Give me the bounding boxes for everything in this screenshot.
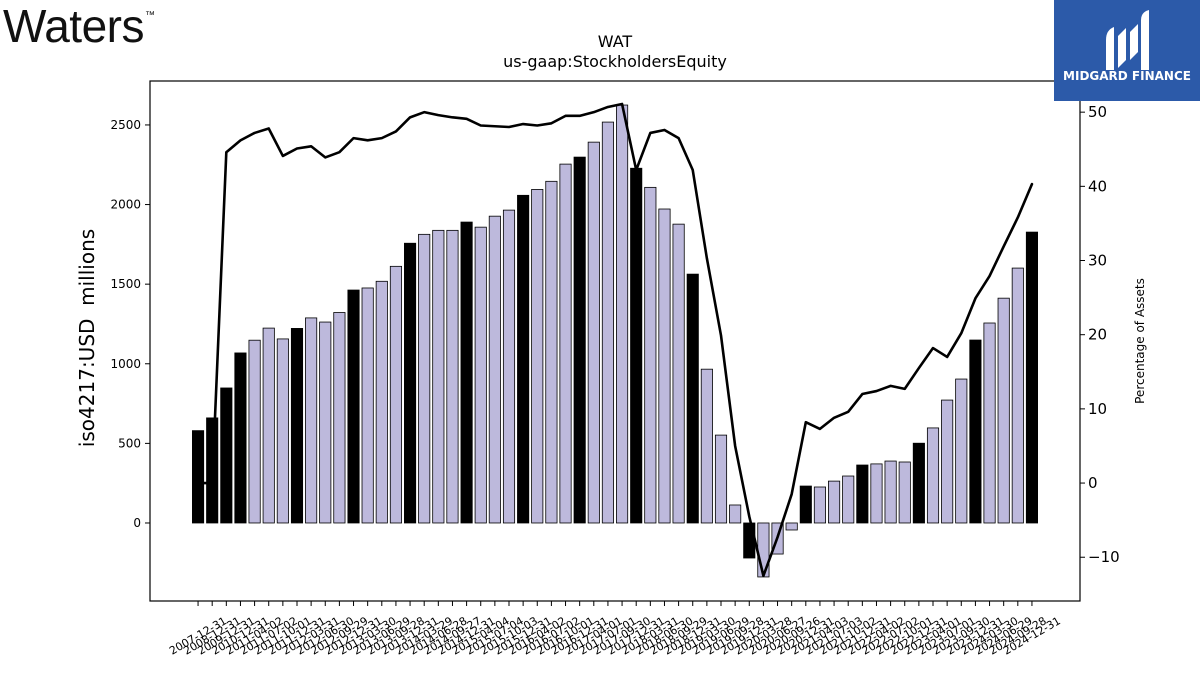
bar bbox=[191, 430, 205, 524]
bar bbox=[983, 322, 996, 524]
line-series bbox=[196, 102, 1034, 578]
bar bbox=[460, 221, 473, 524]
bar bbox=[404, 242, 417, 524]
bar bbox=[700, 368, 713, 524]
waters-logo-text: Waters bbox=[3, 0, 144, 52]
bar bbox=[955, 378, 968, 524]
bar bbox=[474, 226, 487, 524]
bar bbox=[418, 233, 431, 524]
y-axis-left: 0 500 1000 1500 2000 2500 bbox=[110, 118, 150, 530]
bar bbox=[1011, 267, 1024, 524]
bar bbox=[517, 194, 530, 524]
y-tick-label: 1000 bbox=[110, 357, 141, 371]
bar bbox=[432, 229, 445, 524]
bar bbox=[884, 460, 897, 524]
bar-series bbox=[191, 104, 1039, 578]
bar bbox=[799, 485, 812, 524]
bar bbox=[446, 229, 459, 524]
bar bbox=[757, 522, 770, 578]
bar bbox=[856, 464, 869, 524]
y-axis-right: −10 0 10 20 30 40 50 bbox=[1080, 103, 1120, 566]
bar bbox=[997, 297, 1010, 524]
bar bbox=[616, 104, 629, 524]
bar bbox=[559, 163, 572, 524]
y-tick-label: 2500 bbox=[110, 118, 141, 132]
bar bbox=[969, 339, 982, 524]
bar bbox=[248, 339, 261, 524]
bar bbox=[941, 399, 954, 524]
y-axis-label: iso4217:USD millions bbox=[75, 229, 99, 447]
y2-tick-label: 50 bbox=[1088, 103, 1107, 121]
waters-logo: Waters™ bbox=[3, 0, 155, 68]
bar bbox=[672, 223, 685, 524]
chart-title: WAT bbox=[597, 32, 633, 51]
bar bbox=[729, 504, 742, 524]
y-tick-label: 1500 bbox=[110, 277, 141, 291]
bar bbox=[785, 522, 798, 531]
bar bbox=[389, 265, 402, 524]
bar bbox=[644, 186, 657, 524]
y2-tick-label: −10 bbox=[1088, 548, 1120, 566]
bar bbox=[813, 486, 826, 524]
bar bbox=[333, 312, 346, 524]
y2-axis-label: Percentage of Assets bbox=[1133, 278, 1147, 404]
y2-tick-label: 40 bbox=[1088, 177, 1107, 195]
bar bbox=[234, 352, 247, 524]
bar bbox=[898, 461, 911, 524]
bar bbox=[220, 387, 233, 524]
y2-tick-label: 20 bbox=[1088, 326, 1107, 344]
bar bbox=[276, 338, 289, 524]
bar bbox=[347, 289, 360, 524]
y2-tick-label: 30 bbox=[1088, 252, 1107, 270]
bar bbox=[912, 442, 925, 524]
y2-tick-label: 0 bbox=[1088, 474, 1098, 492]
x-axis: 2007-12-312008-12-312009-12-312010-12-31… bbox=[167, 601, 1063, 658]
y-tick-label: 2000 bbox=[110, 198, 141, 212]
bar bbox=[531, 189, 544, 524]
bar bbox=[290, 328, 304, 524]
bar bbox=[686, 273, 699, 524]
bar bbox=[502, 209, 516, 524]
bar bbox=[319, 321, 332, 524]
plot-frame bbox=[149, 80, 1081, 602]
bar bbox=[1025, 231, 1039, 524]
bar bbox=[926, 427, 940, 524]
bar bbox=[828, 480, 841, 524]
bar bbox=[305, 317, 318, 524]
y-tick-label: 500 bbox=[118, 436, 141, 450]
midgard-mark-icon bbox=[1106, 10, 1149, 70]
midgard-finance-logo: MIDGARD FINANCE bbox=[1054, 0, 1200, 101]
bar bbox=[658, 208, 671, 524]
y-tick-label: 0 bbox=[133, 516, 141, 530]
bar bbox=[262, 327, 275, 524]
trademark-mark: ™ bbox=[144, 10, 155, 21]
y2-tick-label: 10 bbox=[1088, 400, 1107, 418]
bar bbox=[488, 215, 501, 524]
chart-subtitle: us-gaap:StockholdersEquity bbox=[503, 52, 727, 71]
bar bbox=[842, 475, 855, 524]
bar bbox=[587, 141, 600, 524]
bar bbox=[573, 156, 586, 524]
bar bbox=[545, 180, 558, 524]
bar bbox=[630, 167, 643, 524]
bar bbox=[714, 434, 728, 524]
bar bbox=[375, 280, 388, 524]
bar bbox=[601, 121, 614, 524]
bar bbox=[361, 287, 374, 524]
bar bbox=[870, 463, 883, 524]
percentage-of-assets-line bbox=[196, 102, 1034, 578]
midgard-finance-name: MIDGARD FINANCE bbox=[1063, 69, 1191, 83]
